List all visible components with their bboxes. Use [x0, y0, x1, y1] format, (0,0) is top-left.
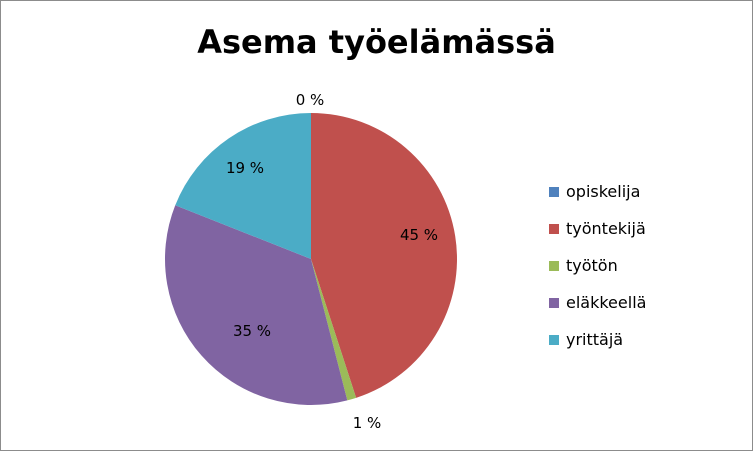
data-label-yrittaja: 19 % — [226, 159, 264, 177]
legend-label: eläkkeellä — [566, 293, 647, 312]
legend-label: opiskelija — [566, 182, 641, 201]
data-label-elakkeella: 35 % — [233, 322, 271, 340]
chart-title: Asema työelämässä — [197, 23, 556, 61]
legend-label: työntekijä — [566, 219, 646, 238]
legend-item-tyontekija: työntekijä — [549, 210, 646, 247]
legend-swatch — [549, 334, 559, 345]
legend-swatch — [549, 223, 559, 234]
legend-swatch — [549, 186, 559, 197]
legend-item-opiskelija: opiskelija — [549, 173, 646, 210]
data-label-opiskelija: 0 % — [296, 91, 325, 109]
legend-item-tyoton: työtön — [549, 247, 646, 284]
data-label-tyoton: 1 % — [353, 414, 382, 432]
legend: opiskelija työntekijä työtön eläkkeellä yrit… — [549, 173, 646, 358]
data-label-tyontekija: 45 % — [400, 226, 438, 244]
legend-swatch — [549, 297, 559, 308]
pie-slice-tyoton — [311, 259, 357, 401]
pie-slice-tyontekija — [311, 113, 457, 398]
pie-slice-elakkeella — [164, 205, 348, 406]
legend-label: yrittäjä — [566, 330, 624, 349]
pie-slice-yrittaja — [175, 112, 311, 259]
legend-item-yrittaja: yrittäjä — [549, 321, 646, 358]
legend-swatch — [549, 260, 559, 271]
legend-item-elakkeella: eläkkeellä — [549, 284, 646, 321]
legend-label: työtön — [566, 256, 618, 275]
